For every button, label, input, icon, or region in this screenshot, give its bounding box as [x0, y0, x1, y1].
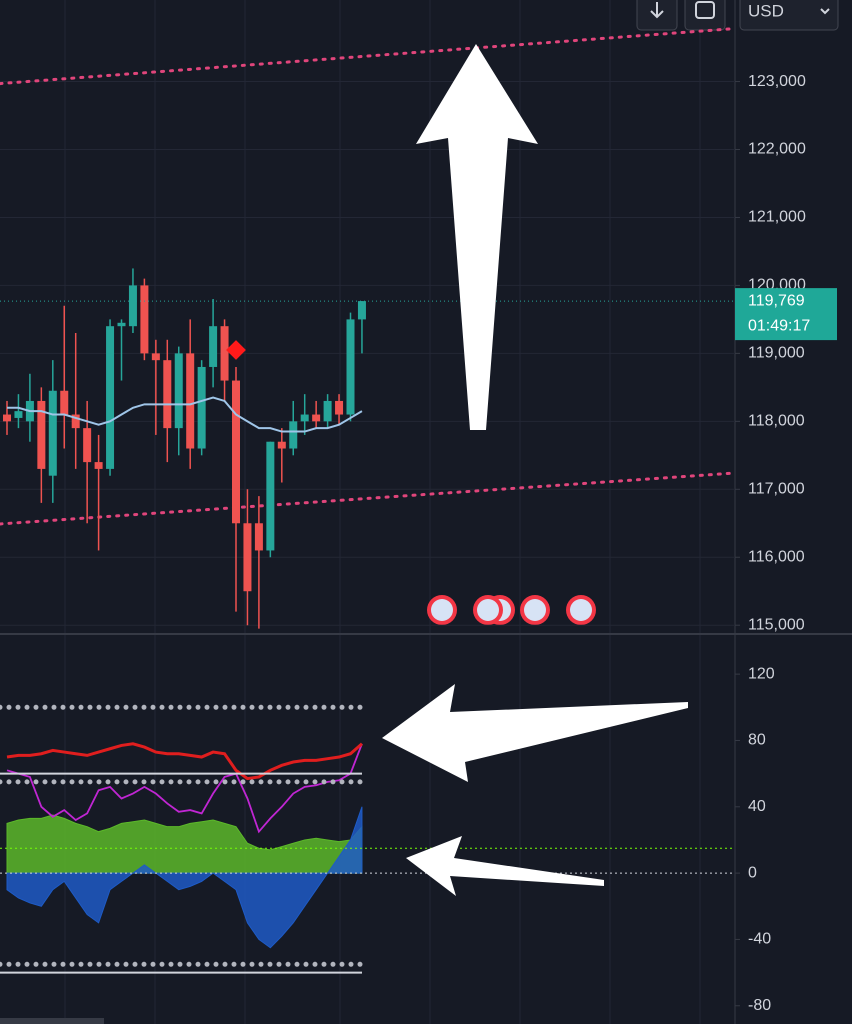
y-tick-label: 0	[748, 864, 757, 881]
candle-body	[266, 441, 275, 551]
y-tick-label: 123,000	[748, 73, 806, 90]
candle-body	[140, 285, 149, 354]
candle-body	[312, 414, 321, 422]
dropdown-caret	[820, 8, 830, 15]
candle-body	[186, 353, 195, 449]
candle-body	[289, 421, 298, 449]
flag-inner	[431, 599, 453, 621]
arrow-left	[406, 836, 604, 896]
candle-body	[37, 400, 46, 469]
arrow-up	[416, 44, 538, 430]
candle-body	[220, 326, 229, 381]
candle-body	[277, 441, 286, 449]
last-price-label: 119,769	[748, 292, 805, 309]
y-tick-label: 122,000	[748, 141, 806, 158]
area	[6, 814, 363, 874]
countdown-label: 01:49:17	[748, 317, 810, 334]
candle-body	[163, 360, 172, 429]
candle-body	[3, 414, 11, 422]
currency-label: USD	[748, 1, 784, 20]
candle-body	[83, 428, 92, 463]
candle-body	[254, 523, 263, 551]
y-tick-label: 115,000	[748, 616, 805, 633]
event-flags	[427, 595, 596, 625]
candle-body	[232, 380, 240, 524]
fullscreen-button[interactable]	[684, 0, 726, 31]
flag-inner	[524, 599, 546, 621]
candle-body	[117, 322, 126, 327]
candle-body	[346, 319, 355, 415]
candle-body	[174, 353, 183, 429]
trend-line	[0, 27, 737, 86]
line	[6, 743, 363, 834]
candle-body	[106, 326, 115, 469]
arrow-left	[382, 684, 688, 782]
candle-body	[323, 400, 332, 422]
fullscreen-icon	[695, 1, 715, 19]
candle-body	[209, 326, 218, 367]
scrollbar[interactable]	[0, 1018, 104, 1024]
y-tick-label: 119,000	[748, 345, 805, 362]
candle-body	[243, 523, 252, 592]
candle-body	[197, 366, 206, 449]
y-tick-label: 117,000	[748, 481, 805, 498]
candle-body	[60, 390, 69, 415]
marks: 115,000116,000117,000118,000119,000120,0…	[0, 27, 837, 1014]
moving-average	[7, 396, 363, 433]
y-tick-label: 118,000	[748, 413, 805, 430]
y-tick-label: 40	[748, 798, 766, 815]
y-tick-label: 116,000	[748, 548, 805, 565]
candle-body	[151, 353, 160, 361]
candle-body	[94, 462, 103, 469]
y-tick-label: 120	[748, 665, 775, 682]
y-tick-label: 121,000	[748, 209, 806, 226]
trend-line	[0, 471, 737, 526]
currency-dropdown[interactable]	[739, 0, 839, 31]
candle-body	[357, 301, 366, 320]
candle-body	[335, 400, 344, 415]
candle-body	[71, 414, 80, 429]
area	[6, 806, 363, 949]
flag-inner	[570, 599, 592, 621]
y-tick-label: -40	[748, 931, 771, 948]
candle-body	[14, 411, 23, 418]
signal-marker	[226, 340, 246, 360]
download-icon	[650, 2, 664, 19]
y-tick-label: -80	[748, 997, 771, 1014]
candle-body	[48, 390, 57, 476]
y-tick-label: 80	[748, 732, 766, 749]
candle-body	[128, 285, 137, 327]
line	[6, 742, 363, 781]
candle-body	[300, 414, 309, 422]
last-price-box	[735, 288, 837, 341]
flag-inner	[477, 599, 499, 621]
